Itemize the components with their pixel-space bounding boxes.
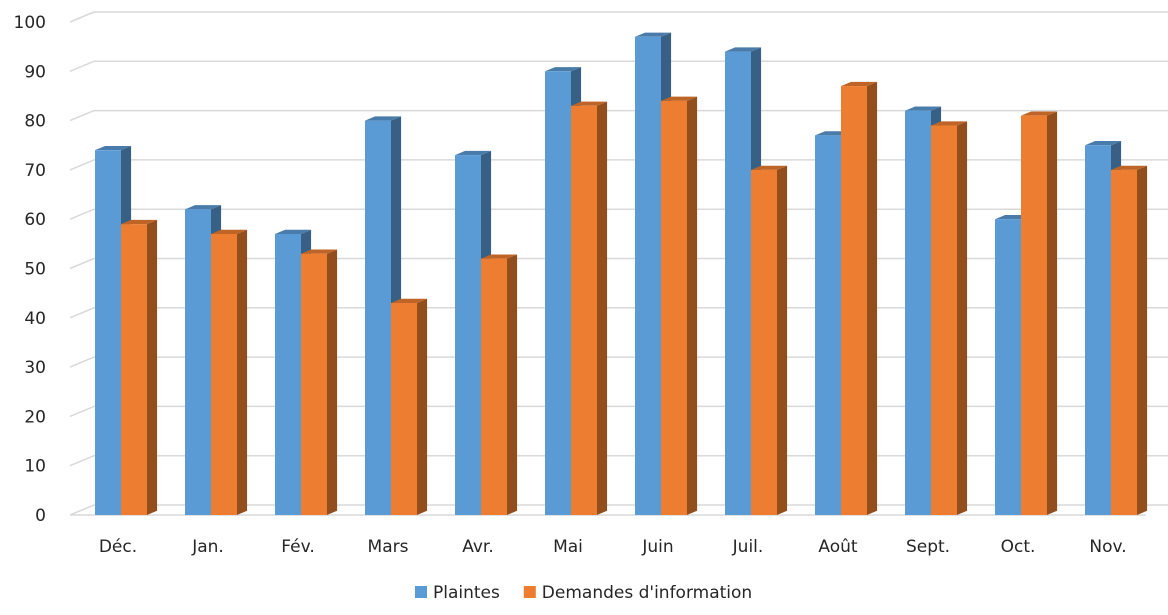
gridline-60	[69, 208, 1168, 220]
legend: Plaintes Demandes d'information	[415, 583, 752, 603]
x-category-label: Déc.	[99, 537, 137, 557]
y-tick-label: 100	[14, 13, 46, 33]
gridline-0	[69, 504, 1168, 516]
x-category-label: Juin	[641, 537, 673, 557]
gridline-10	[69, 454, 1168, 467]
x-category-label: Oct.	[1001, 537, 1036, 557]
x-category-label: Août	[818, 537, 858, 557]
legend-swatch	[415, 586, 427, 598]
x-category-label: Fév.	[281, 537, 314, 557]
bar-demandes-2	[301, 249, 338, 515]
x-axis-category-labels: Déc. Jan. Fév. Mars Avr. Mai Juin Juil. Août Sept…	[99, 537, 1127, 557]
bar-demandes-6	[661, 96, 698, 516]
y-tick-label: 90	[24, 62, 46, 82]
y-tick-label: 30	[24, 358, 46, 378]
bar-demandes-8	[841, 81, 878, 515]
x-category-label: Sept.	[906, 537, 950, 557]
gridline-20	[69, 405, 1168, 418]
bar-demandes-3	[391, 298, 428, 515]
y-tick-label: 70	[24, 161, 46, 181]
x-category-label: Avr.	[462, 537, 494, 557]
y-tick-label: 80	[24, 112, 46, 132]
gridline-90	[69, 60, 1168, 72]
bars	[95, 32, 1148, 516]
gridline-40	[69, 307, 1168, 319]
bar-demandes-10	[1021, 111, 1058, 516]
legend-swatch	[523, 586, 536, 598]
legend-label: Plaintes	[433, 583, 500, 603]
bar-demandes-4	[481, 254, 518, 515]
x-category-label: Juil.	[732, 537, 764, 557]
bar-demandes-1	[211, 229, 248, 516]
bar-demandes-7	[751, 165, 788, 515]
gridlines	[69, 11, 1168, 516]
y-tick-label: 40	[24, 309, 46, 329]
y-tick-label: 10	[24, 457, 46, 477]
bar-demandes-0	[121, 219, 158, 515]
legend-item-demandes: Demandes d'information	[523, 583, 752, 603]
gridline-30	[69, 356, 1168, 368]
legend-item-plaintes: Plaintes	[415, 583, 500, 603]
gridline-80	[69, 109, 1168, 122]
gridline-70	[69, 159, 1168, 171]
bar-demandes-11	[1111, 165, 1148, 515]
gridline-50	[69, 257, 1168, 270]
x-category-label: Mai	[553, 537, 583, 557]
y-tick-label: 50	[24, 260, 46, 280]
bar-demandes-5	[571, 101, 608, 516]
y-tick-label: 20	[24, 407, 46, 427]
x-category-label: Nov.	[1089, 537, 1126, 557]
legend-label: Demandes d'information	[542, 583, 752, 603]
x-category-label: Jan.	[191, 537, 224, 557]
y-tick-label: 0	[35, 506, 46, 526]
y-axis-tick-labels: 0 10 20 30 40 50 60 70 80 90 100	[14, 13, 46, 526]
gridline-100	[69, 11, 1168, 23]
bar-demandes-9	[931, 121, 968, 515]
x-category-label: Mars	[368, 537, 409, 557]
y-tick-label: 60	[24, 210, 46, 230]
